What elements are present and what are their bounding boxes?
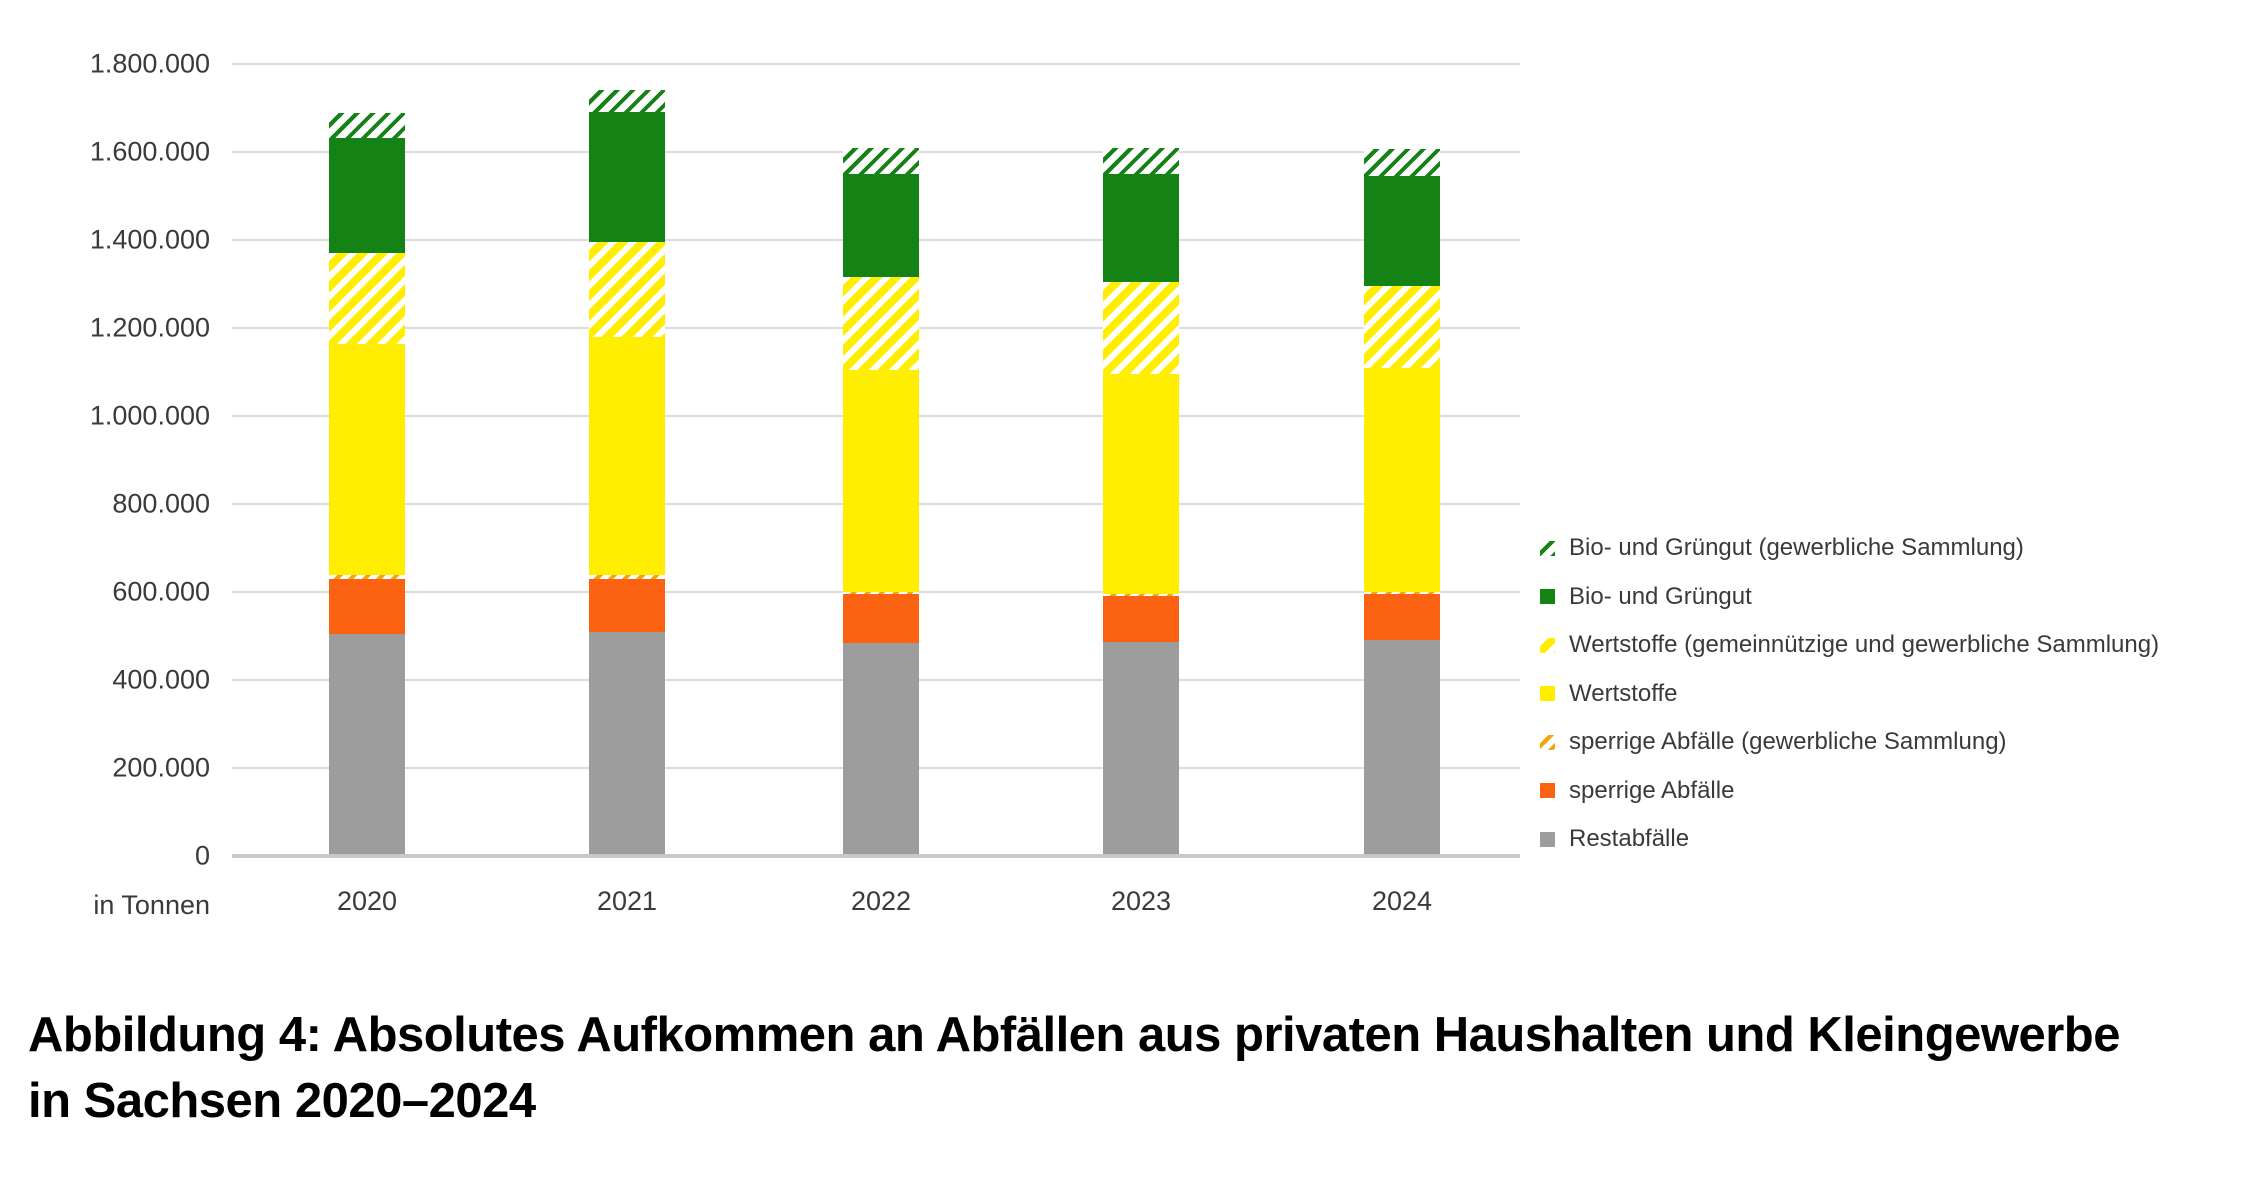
x-tick-label: 2022 — [850, 886, 912, 916]
legend-swatch-icon — [1540, 589, 1555, 604]
figure-caption: Abbildung 4: Absolutes Aufkommen an Abfä… — [28, 1002, 2121, 1134]
bar-segment — [843, 642, 919, 856]
bar-segment — [589, 578, 665, 632]
legend-label: Bio- und Grüngut (gewerbliche Sammlung) — [1569, 534, 2024, 561]
bar-segment — [843, 594, 919, 643]
y-tick-label: 400.000 — [112, 664, 210, 695]
x-tick-label: 2023 — [1110, 886, 1172, 916]
figure-caption-line1: Abbildung 4: Absolutes Aufkommen an Abfä… — [28, 1008, 2121, 1062]
bar-segment — [589, 90, 665, 113]
stacked-bar-2021 — [589, 90, 665, 856]
bar-segment — [1103, 147, 1179, 175]
y-tick-label: 1.800.000 — [89, 48, 210, 79]
bar-segment — [589, 242, 665, 337]
bar-segment — [589, 336, 665, 576]
legend-label: sperrige Abfälle (gewerbliche Sammlung) — [1569, 728, 2007, 755]
x-axis-line — [232, 854, 1520, 858]
y-axis-unit-label: in Tonnen — [93, 890, 210, 920]
bar-segment — [1364, 286, 1440, 368]
bar-segment — [329, 575, 405, 579]
y-tick-label: 600.000 — [112, 576, 210, 607]
bar-segment — [1103, 641, 1179, 856]
figure-caption-line2: in Sachsen 2020–2024 — [28, 1074, 536, 1128]
legend-item: sperrige Abfälle (gewerbliche Sammlung) — [1540, 728, 2007, 756]
bar-segment — [589, 575, 665, 579]
legend-swatch-icon — [1540, 637, 1555, 653]
bar-segment — [1103, 174, 1179, 282]
y-tick-label: 1.600.000 — [89, 136, 210, 167]
bar-segment — [1364, 148, 1440, 177]
bar-segment — [843, 369, 919, 592]
legend-label: Bio- und Grüngut — [1569, 582, 1752, 610]
legend-swatch-icon — [1540, 540, 1555, 556]
bar-segment — [1103, 596, 1179, 642]
bar-segment — [589, 112, 665, 243]
bar-segment — [843, 147, 919, 175]
bar-segment — [329, 252, 405, 345]
legend-swatch-icon — [1540, 686, 1555, 701]
legend-item: sperrige Abfälle — [1540, 777, 1734, 805]
gridline — [232, 63, 1520, 65]
bar-segment — [329, 633, 405, 856]
bar-segment — [329, 578, 405, 634]
legend-label: Wertstoffe — [1569, 679, 1678, 707]
x-tick-label: 2021 — [596, 886, 658, 916]
y-tick-label: 800.000 — [112, 488, 210, 519]
y-tick-label: 200.000 — [112, 752, 210, 783]
bar-segment — [843, 174, 919, 278]
legend-swatch-icon — [1540, 831, 1555, 847]
x-tick-label: 2024 — [1371, 886, 1433, 916]
stacked-bar-2020 — [329, 112, 405, 856]
bar-segment — [843, 277, 919, 370]
bar-segment — [1364, 639, 1440, 856]
bar-segment — [329, 112, 405, 139]
bar-segment — [589, 631, 665, 856]
legend-item: Bio- und Grüngut (gewerbliche Sammlung) — [1540, 534, 2024, 562]
x-tick-label: 2020 — [336, 886, 398, 916]
bar-segment — [1103, 593, 1179, 597]
y-tick-label: 0 — [194, 840, 210, 871]
legend-label: Restabfälle — [1569, 825, 1690, 852]
bar-segment — [1364, 176, 1440, 287]
stacked-bar-2024 — [1364, 148, 1440, 856]
legend-item: Restabfälle — [1540, 825, 1689, 853]
bar-segment — [1364, 594, 1440, 640]
legend-label: sperrige Abfälle — [1569, 776, 1735, 804]
stacked-bar-2023 — [1103, 147, 1179, 856]
y-tick-label: 1.400.000 — [89, 224, 210, 255]
bar-segment — [329, 138, 405, 253]
bar-segment — [1103, 374, 1179, 594]
bar-segment — [1364, 591, 1440, 595]
legend-item: Bio- und Grüngut — [1540, 583, 1752, 611]
bar-segment — [843, 591, 919, 595]
legend-label: Wertstoffe (gemeinnützige und gewerblich… — [1569, 631, 2160, 658]
bar-segment — [329, 344, 405, 576]
legend-swatch-icon — [1540, 783, 1555, 798]
legend-swatch-icon — [1540, 734, 1555, 750]
stacked-bar-2022 — [843, 147, 919, 856]
y-tick-label: 1.200.000 — [89, 312, 210, 343]
bar-segment — [1103, 281, 1179, 375]
legend-item: Wertstoffe (gemeinnützige und gewerblich… — [1540, 631, 2159, 659]
legend-item: Wertstoffe — [1540, 680, 1678, 708]
bar-segment — [1364, 367, 1440, 592]
y-tick-label: 1.000.000 — [89, 400, 210, 431]
